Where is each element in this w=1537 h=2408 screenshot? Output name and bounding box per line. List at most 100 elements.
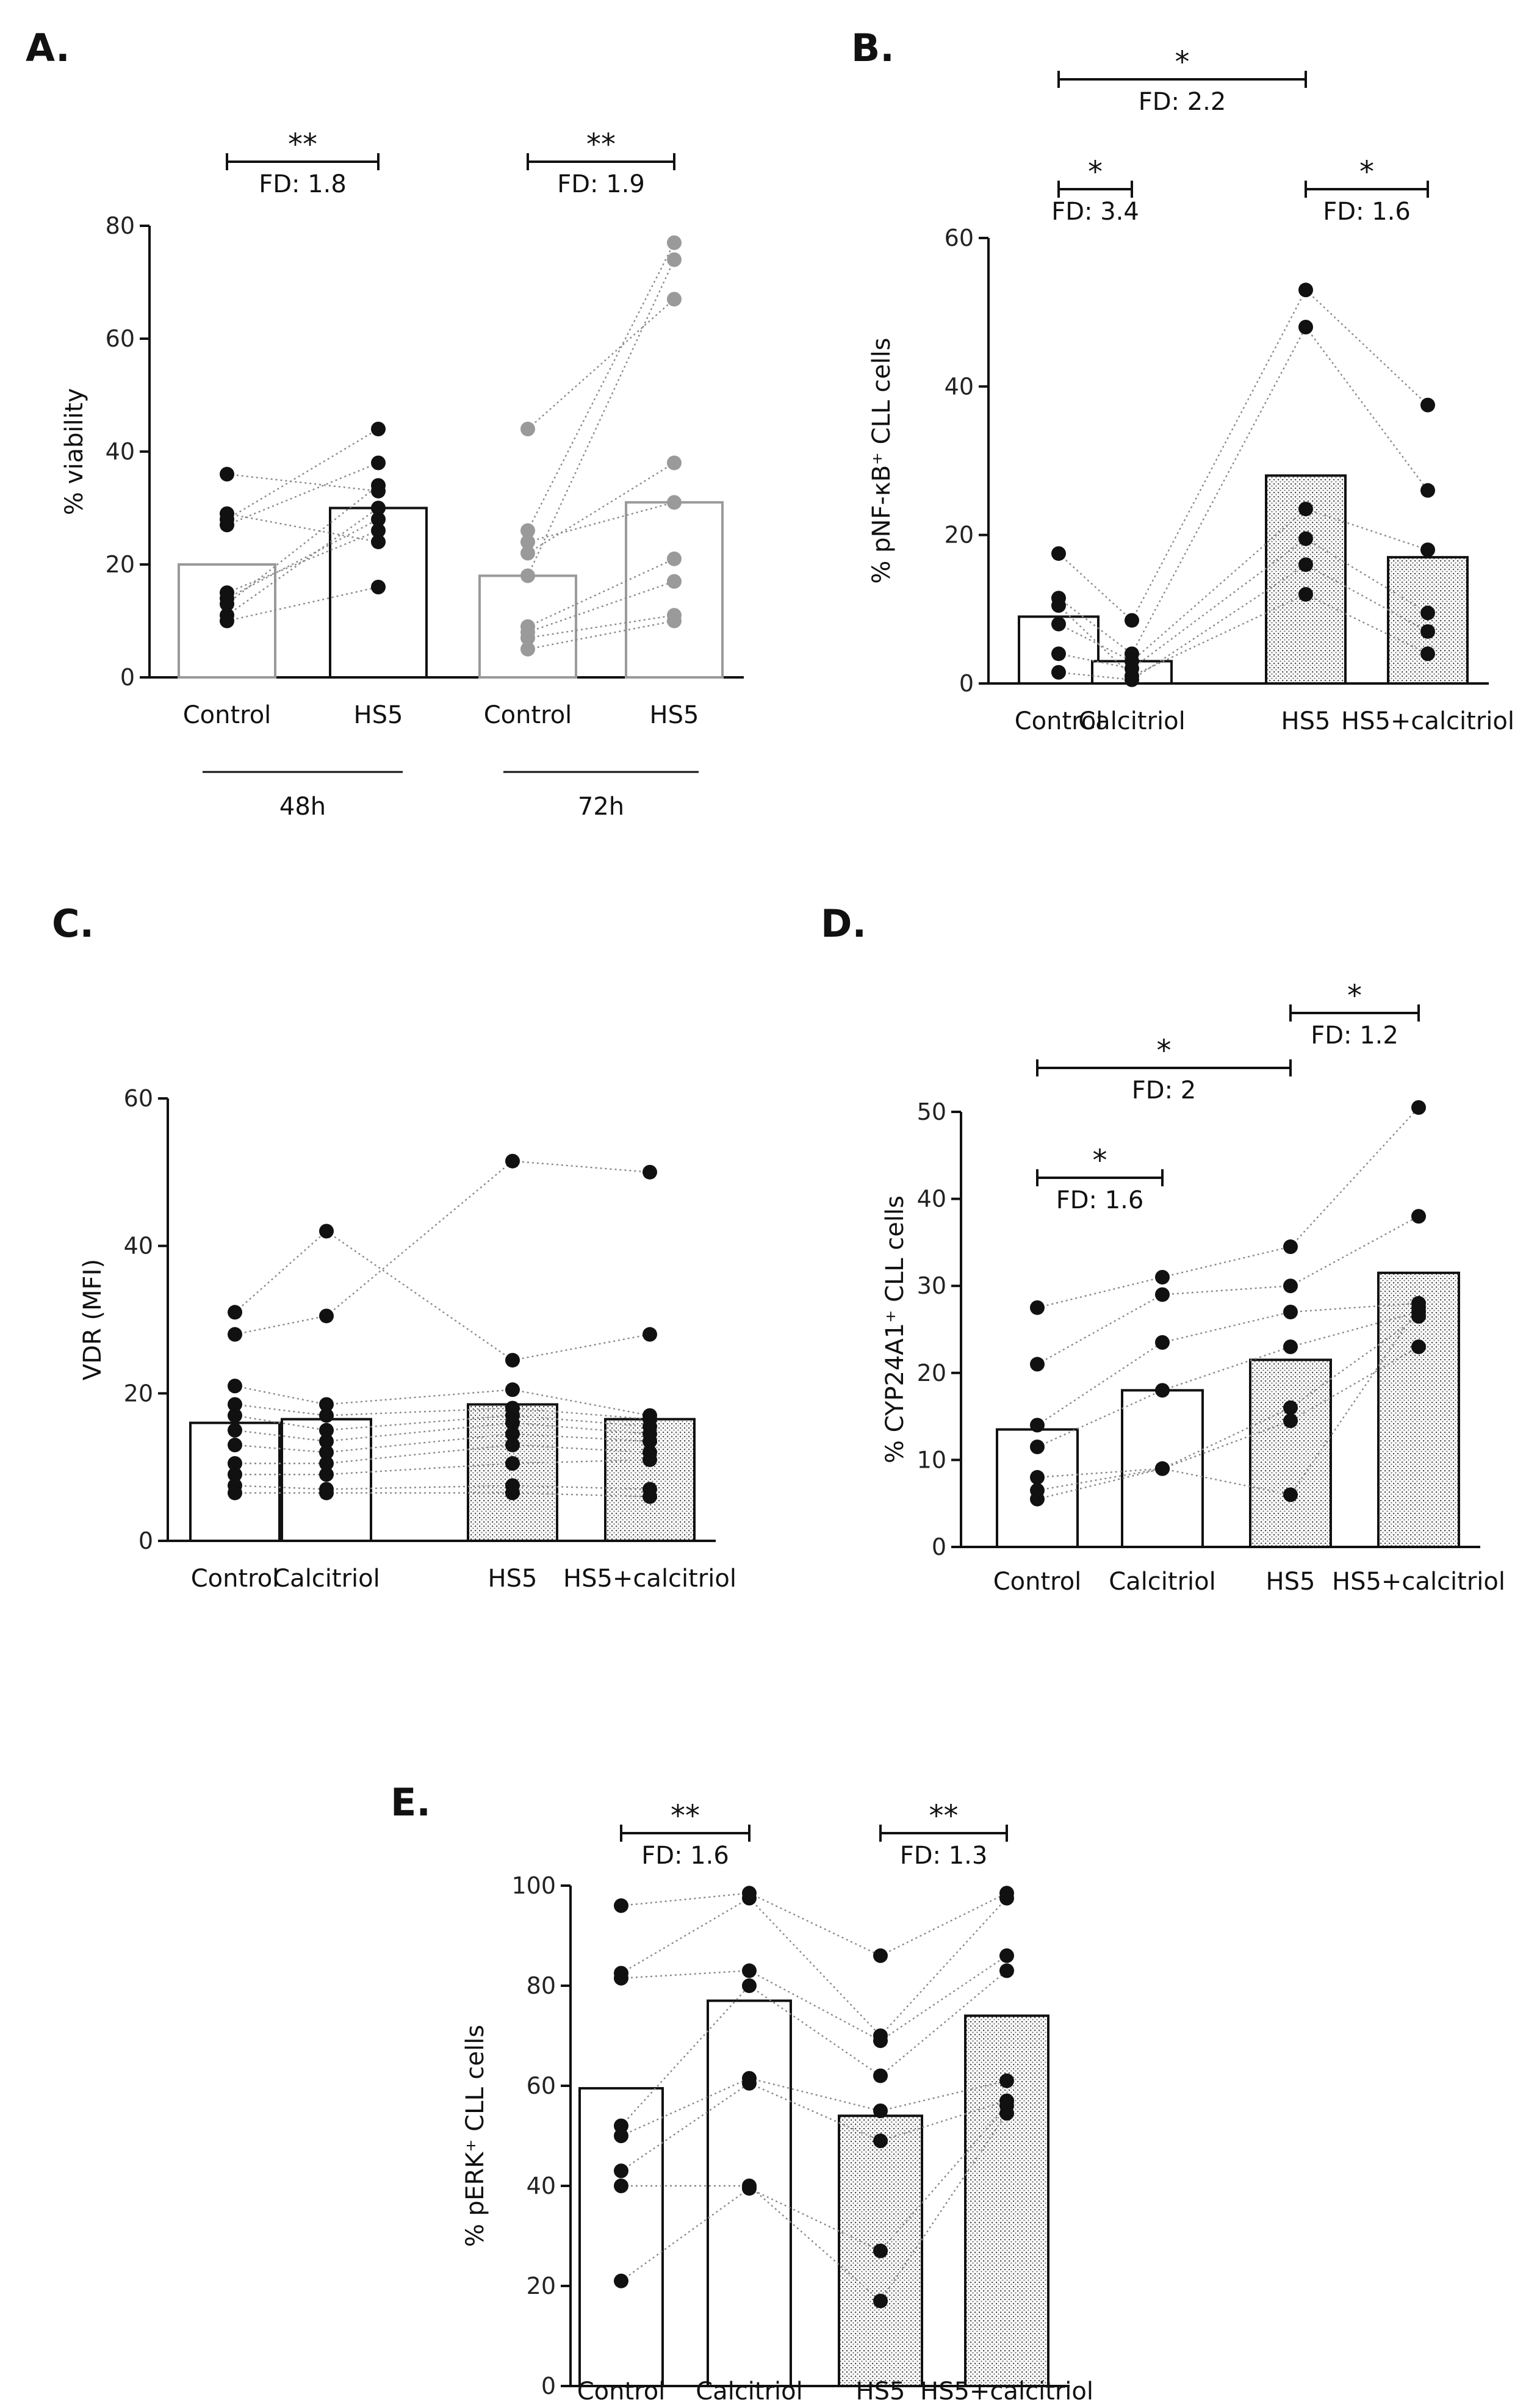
data-point (371, 512, 386, 527)
data-point (228, 1305, 242, 1320)
donor-link-line (1290, 1346, 1419, 1422)
bar-hs5-calcitriol (1387, 556, 1469, 685)
fold-difference-label: FD: 1.6 (1323, 198, 1411, 226)
data-point (228, 1327, 242, 1342)
donor-link-line (226, 513, 379, 543)
y-tick-label: 20 (527, 2273, 556, 2299)
data-point (228, 1437, 242, 1452)
donor-link-line (880, 1897, 1007, 2036)
data-point (667, 455, 682, 470)
data-point (1051, 616, 1066, 632)
data-point (1420, 543, 1435, 557)
x-category-label: HS5+calcitriol (1341, 707, 1514, 735)
data-point (520, 546, 535, 561)
data-point (1298, 320, 1313, 334)
x-category-label: HS5+calcitriol (920, 2377, 1093, 2406)
data-point (1283, 1487, 1298, 1502)
data-point (220, 613, 234, 629)
data-point (319, 1456, 334, 1471)
donor-link-line (1058, 623, 1132, 662)
fold-difference-label: FD: 1.9 (557, 170, 645, 198)
data-point (1420, 397, 1435, 413)
donor-link-line (1305, 326, 1428, 491)
data-point (999, 1963, 1014, 1978)
donor-link-line (1037, 1468, 1163, 1491)
data-point (1283, 1278, 1298, 1294)
significance-stars: ** (586, 128, 616, 162)
data-point (371, 535, 386, 549)
donor-link-line (326, 1407, 513, 1416)
data-point (1051, 598, 1066, 613)
donor-link-line (1162, 1311, 1291, 1344)
donor-link-line (1058, 553, 1132, 621)
donor-link-line (880, 1970, 1007, 2077)
y-tick-label: 20 (917, 1360, 946, 1386)
x-category-label: HS5 (1281, 707, 1331, 735)
data-point (220, 591, 234, 606)
data-point (505, 1415, 520, 1430)
fold-difference-label: FD: 1.2 (1311, 1022, 1398, 1050)
data-point (1030, 1418, 1045, 1433)
data-point (319, 1422, 334, 1438)
donor-link-line (1037, 1468, 1163, 1479)
donor-link-line (527, 620, 675, 650)
x-category-label: Calcitriol (1078, 707, 1186, 735)
donor-link-line (880, 2113, 1007, 2302)
donor-link-line (1305, 564, 1428, 632)
donor-link-line (621, 1897, 750, 1974)
data-point (1030, 1300, 1045, 1315)
data-point (371, 500, 386, 516)
y-tick-label: 0 (932, 1534, 946, 1560)
y-tick-label: 60 (106, 325, 135, 352)
data-point (1411, 1209, 1426, 1224)
donor-link-line (512, 1415, 650, 1427)
data-point (220, 467, 234, 481)
data-point (228, 1397, 242, 1412)
data-point (1298, 557, 1313, 572)
donor-link-line (1037, 1341, 1163, 1426)
data-point (520, 535, 535, 549)
data-point (742, 1963, 757, 1978)
data-point (319, 1433, 334, 1449)
data-point (742, 2179, 757, 2193)
data-point (1155, 1461, 1170, 1476)
donor-link-line (234, 1429, 327, 1443)
data-point (1155, 1335, 1170, 1350)
data-point (873, 2133, 888, 2149)
donor-link-line (749, 1985, 881, 2077)
y-axis-title: % pERK⁺ CLL cells (461, 2025, 489, 2247)
donor-link-line (1162, 1468, 1291, 1496)
panel-d-cyp24a1: 0 10 20 30 40 50 % CYP24A1⁺ CLL cells Control Ca… (881, 979, 1505, 1596)
y-tick-label: 0 (139, 1527, 153, 1554)
data-point (667, 292, 682, 307)
panel-a-viability: 0 20 40 60 80 % viability Control HS5 Control HS5… (60, 128, 744, 821)
x-category-label: HS5 (1266, 1568, 1316, 1596)
data-point (643, 1327, 657, 1342)
donor-link-line (527, 462, 675, 554)
data-point (319, 1397, 334, 1412)
x-category-label: Control (577, 2377, 666, 2406)
donor-link-line (621, 1970, 750, 1979)
significance-stars: ** (671, 1799, 700, 1833)
data-point (1051, 646, 1066, 661)
donor-link-line (1305, 289, 1428, 406)
fold-difference-label: FD: 2 (1132, 1076, 1196, 1105)
y-axis-title: VDR (MFI) (79, 1259, 107, 1380)
donor-link-line (512, 1389, 650, 1416)
y-tick-label: 40 (106, 438, 135, 465)
data-point (1420, 605, 1435, 621)
significance-stars: * (1175, 45, 1190, 79)
data-point (1298, 502, 1313, 517)
donor-link-line (1037, 1276, 1163, 1309)
data-point (999, 1891, 1014, 1906)
data-point (643, 1452, 657, 1468)
y-tick-label: 40 (917, 1186, 946, 1213)
x-category-label: Control (183, 701, 272, 729)
data-point (742, 1891, 757, 1906)
donor-link-line (527, 242, 675, 532)
y-tick-label: 0 (120, 664, 135, 691)
data-point (614, 2179, 628, 2193)
data-point (520, 641, 535, 657)
data-point (999, 1948, 1014, 1963)
data-point (505, 1437, 520, 1452)
